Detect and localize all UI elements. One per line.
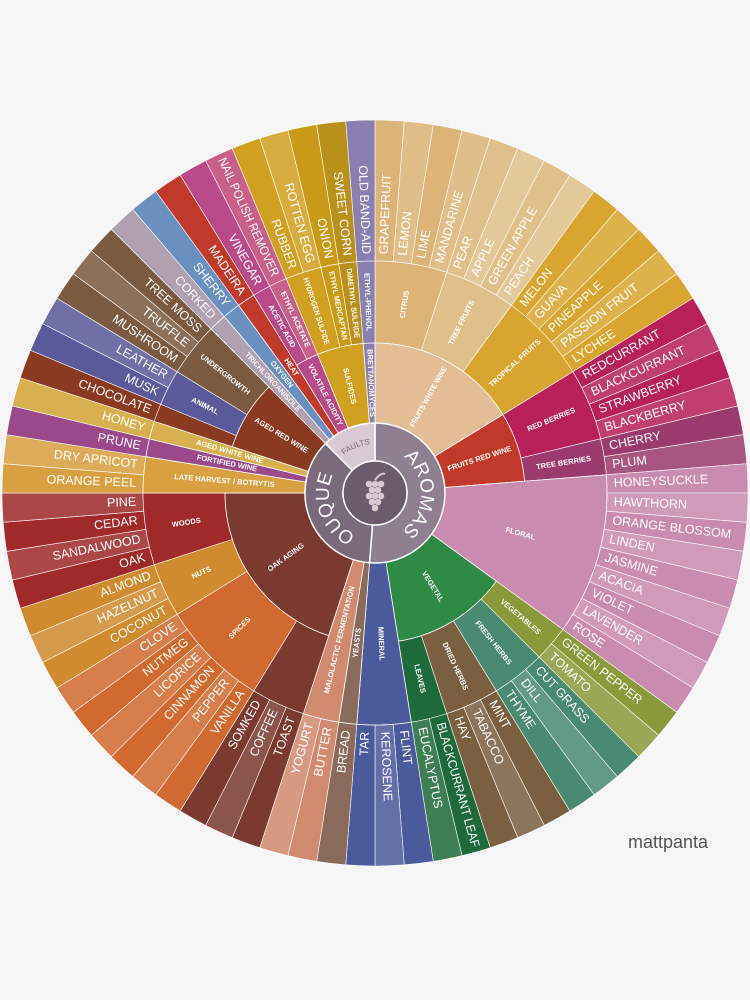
descriptor-label: TAR [357,732,372,757]
category-label: YEASTS [351,627,363,658]
grape-icon [368,486,376,494]
grape-icon [371,504,379,512]
descriptor-label: PLUM [611,453,647,471]
grape-icon [371,480,379,488]
watermark: mattpanta [628,832,709,852]
descriptor-label: ORANGE PEEL [46,472,136,490]
grape-icon [371,492,379,500]
group-label: ETHYL-PHENOL [362,273,373,332]
descriptor-label: GRAPEFRUIT [377,173,394,254]
descriptor-label: OLD BAND-AID [356,165,373,254]
descriptor-label: HAWTHORN [614,495,688,512]
descriptor-label: KEROSENE [378,732,395,802]
descriptor-label: LIME [414,228,433,259]
grape-icon [374,498,382,506]
descriptor-label: PINE [107,495,137,510]
category-label: MINERAL [376,627,386,662]
grape-leaf [374,472,386,481]
grape-icon [377,480,385,488]
descriptor-label: LEMON [395,211,414,257]
category-label: BRETTANOMYCES [365,349,377,417]
group-label: CITRUS [398,290,411,319]
descriptor-label: FLINT [397,729,415,765]
descriptor-label: HONEYSUCKLE [614,472,709,490]
grape-icon [374,486,382,494]
descriptor-label: BREAD [334,729,353,773]
grape-icon [377,492,385,500]
grape-icon [368,498,376,506]
descriptor-label: CEDAR [93,513,138,532]
grape-icon [365,480,373,488]
group-label: WOODS [171,516,201,529]
grape-icon [365,492,373,500]
